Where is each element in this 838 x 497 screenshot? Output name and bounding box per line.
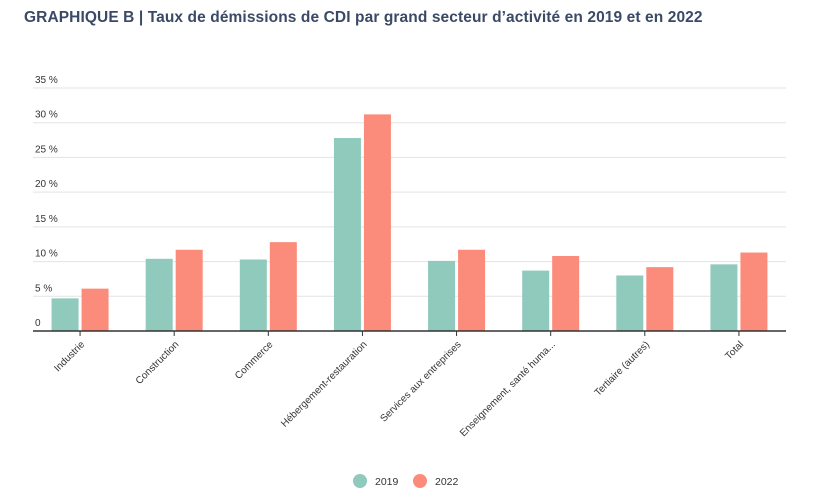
bar-2022-0 <box>81 288 109 331</box>
y-tick-label: 5 % <box>35 283 52 294</box>
bar-2019-4 <box>428 260 456 331</box>
bar-2019-0 <box>51 298 79 331</box>
x-tick-label: Tertiaire (autres) <box>593 339 652 398</box>
bar-2022-7 <box>740 252 768 331</box>
bar-2019-3 <box>333 137 361 331</box>
x-axis <box>33 330 786 336</box>
legend: 2019 2022 <box>353 474 459 488</box>
legend-label-2019: 2019 <box>375 476 399 488</box>
y-tick-label: 30 % <box>35 110 58 121</box>
bars <box>51 114 768 331</box>
legend-marker-2022 <box>413 474 427 488</box>
x-tick-label: Construction <box>134 339 181 386</box>
y-tick-label: 25 % <box>35 144 58 155</box>
legend-label-2022: 2022 <box>435 476 459 488</box>
y-axis-ticks: 0 5 % 10 % 15 % 20 % 25 % 30 % 35 % <box>35 75 58 329</box>
y-tick-label: 20 % <box>35 179 58 190</box>
bar-2022-5 <box>552 256 580 331</box>
y-tick-label: 0 <box>35 318 41 329</box>
legend-marker-2019 <box>353 474 367 488</box>
x-tick-label: Hébergement-restauration <box>279 339 369 429</box>
bar-2019-7 <box>710 264 738 331</box>
bar-2022-3 <box>363 114 391 331</box>
bar-2019-5 <box>522 270 550 331</box>
x-tick-label: Enseignement, santé huma... <box>458 339 558 439</box>
x-tick-label: Industrie <box>52 339 87 374</box>
bar-2022-4 <box>458 249 486 331</box>
bar-2019-2 <box>239 259 267 331</box>
bar-2019-1 <box>145 258 173 331</box>
chart-title: GRAPHIQUE B | Taux de démissions de CDI … <box>24 9 703 26</box>
x-tick-label: Total <box>723 339 746 362</box>
y-tick-label: 35 % <box>35 75 58 86</box>
x-tick-label: Services aux entreprises <box>378 339 463 424</box>
bar-2022-2 <box>269 242 297 331</box>
y-tick-label: 10 % <box>35 249 58 260</box>
bar-2019-6 <box>616 275 644 331</box>
y-tick-label: 15 % <box>35 214 58 225</box>
x-axis-labels: Industrie Construction Commerce Hébergement… <box>52 339 746 439</box>
x-tick-label: Commerce <box>233 339 276 382</box>
bar-2022-1 <box>175 249 203 331</box>
bar-2022-6 <box>646 267 674 331</box>
